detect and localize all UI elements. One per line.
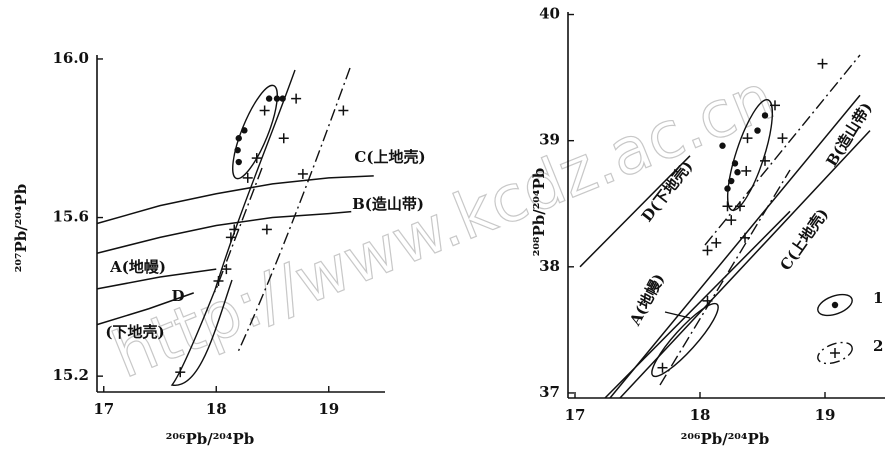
point [261, 224, 272, 235]
legend-label: 2 [873, 337, 883, 355]
curve-label: B(造山带) [352, 195, 424, 213]
point [817, 58, 828, 69]
point [742, 133, 753, 144]
y-tick-label: 37 [539, 383, 560, 401]
y-tick-label: 39 [539, 131, 560, 149]
x-axis-label: ²⁰⁶Pb/²⁰⁴Pb [166, 430, 254, 448]
point [338, 105, 349, 116]
group-ellipse [726, 98, 774, 212]
y-tick-label: 38 [539, 257, 560, 275]
point [235, 158, 242, 166]
point [711, 237, 722, 248]
point [731, 160, 739, 167]
point [740, 232, 750, 243]
point [734, 169, 741, 176]
curve [96, 175, 374, 225]
point [831, 301, 839, 309]
curve-label: A(地幔) [626, 271, 669, 330]
x-tick-label: 18 [690, 406, 711, 424]
point [241, 127, 248, 134]
point [724, 185, 731, 192]
dash-dot-line [704, 54, 861, 246]
point [278, 133, 289, 144]
x-tick-label: 17 [565, 406, 586, 424]
watermark: http://www.kcdz.ac.cn [103, 60, 784, 393]
x-axis-label: ²⁰⁶Pb/²⁰⁴Pb [681, 430, 769, 448]
point [702, 295, 713, 306]
point [213, 275, 224, 286]
point [175, 367, 186, 378]
point [234, 146, 241, 154]
point [265, 95, 273, 102]
legend-symbol [817, 293, 853, 317]
x-tick-label: 17 [93, 400, 114, 418]
curve-label: C(上地壳) [354, 148, 425, 166]
group-ellipse [651, 302, 719, 378]
curve-label: D [171, 287, 184, 305]
point [741, 165, 752, 176]
y-axis-label: ²⁰⁸Pb/²⁰⁴Pb [530, 168, 548, 256]
point [728, 177, 735, 185]
point [297, 168, 308, 179]
point [657, 362, 668, 373]
point [726, 215, 737, 226]
curve [579, 155, 691, 268]
point [229, 224, 240, 235]
point [221, 264, 232, 275]
point [702, 245, 713, 256]
y-tick-label: 15.2 [52, 366, 89, 384]
point [830, 348, 840, 358]
point [273, 95, 281, 102]
point [735, 201, 745, 212]
point [291, 93, 302, 104]
group-ellipse [232, 84, 278, 180]
point [770, 100, 780, 111]
point [279, 95, 286, 102]
legend-label: 1 [873, 289, 883, 307]
point [225, 232, 236, 243]
curve-label: B(造山带) [822, 99, 875, 169]
curve-label: C(上地壳) [776, 205, 832, 274]
group-outline [170, 69, 296, 386]
point [777, 133, 788, 144]
curve [604, 210, 791, 399]
y-axis-label: ²⁰⁷Pb/²⁰⁴Pb [12, 184, 30, 272]
annotation: (下地壳) [105, 323, 164, 341]
legend-symbol [817, 341, 853, 365]
curve [619, 130, 871, 399]
point [722, 201, 733, 212]
x-tick-label: 19 [318, 400, 339, 418]
x-tick-label: 19 [815, 406, 836, 424]
curve [96, 292, 194, 326]
y-tick-label: 15.6 [52, 208, 89, 226]
y-tick-label: 40 [539, 5, 560, 23]
dash-dot-line [237, 67, 351, 353]
point [251, 153, 262, 164]
point [235, 135, 242, 142]
point [760, 155, 770, 166]
point [242, 172, 253, 183]
x-tick-label: 18 [206, 400, 227, 418]
curve-label: A(地幔) [109, 258, 166, 276]
point [754, 127, 761, 134]
point [259, 105, 270, 116]
point [719, 142, 726, 149]
y-tick-label: 16.0 [52, 49, 89, 67]
curve [96, 268, 217, 290]
curve [609, 94, 861, 399]
point [761, 112, 769, 119]
curve [96, 210, 352, 254]
